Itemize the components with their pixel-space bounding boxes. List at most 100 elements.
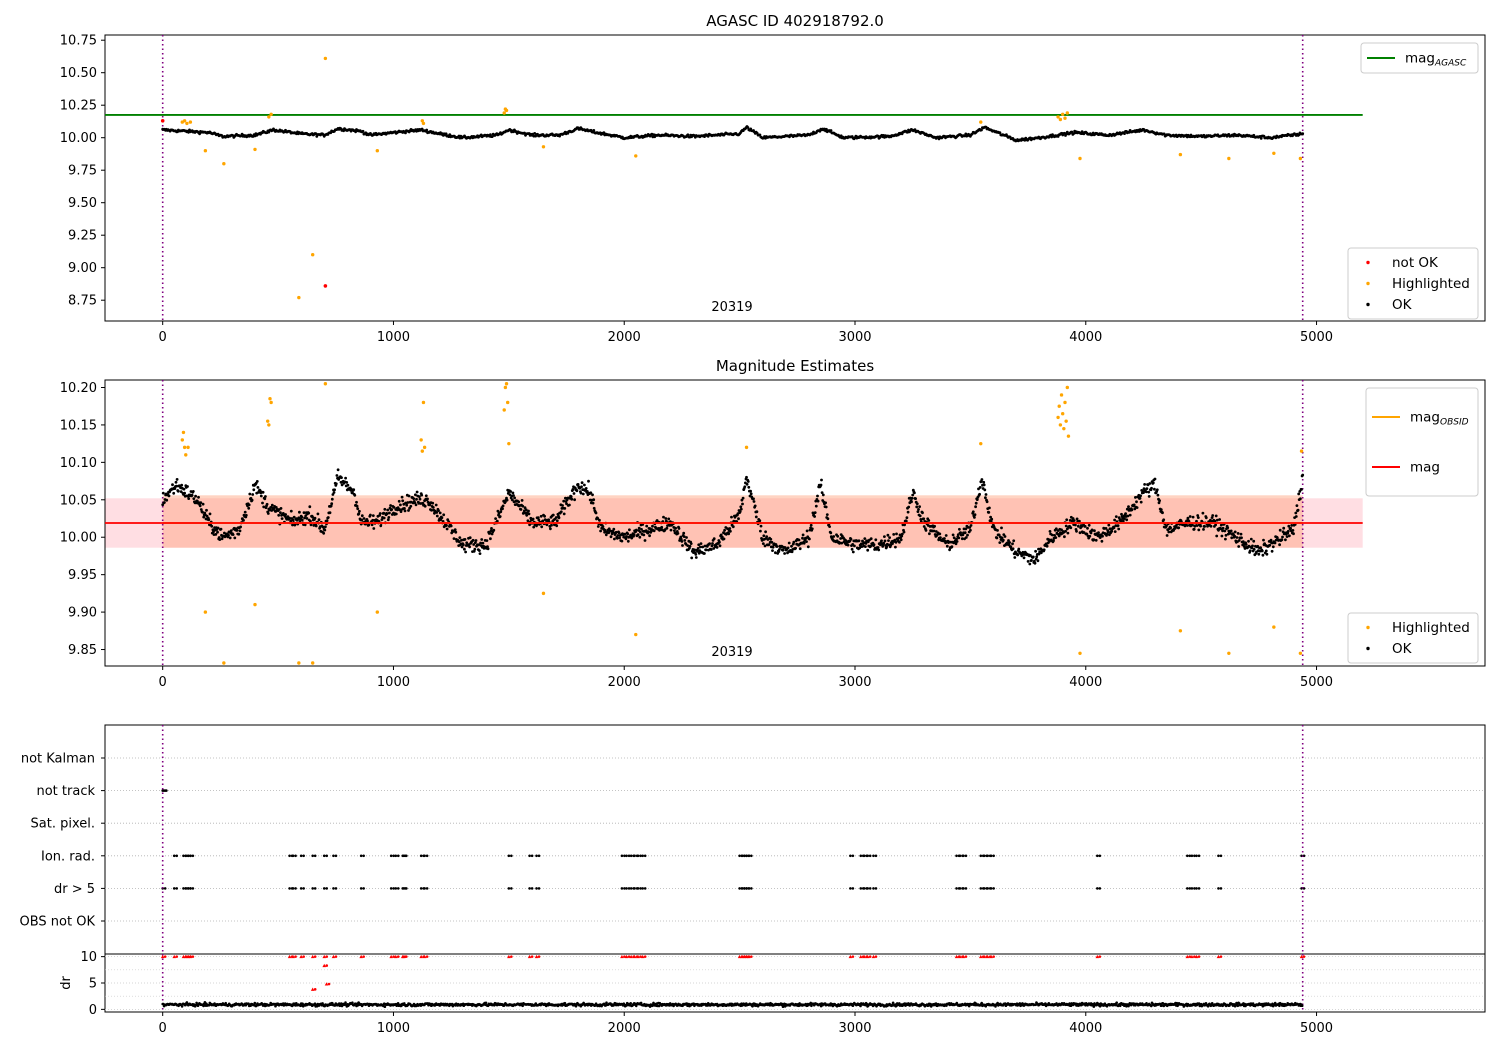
panel2-ok-point (461, 543, 465, 547)
panel2-ok-point (816, 499, 820, 503)
panel2-ok-point (615, 536, 619, 540)
panel2-ok-point (626, 539, 630, 543)
panel2-ok-point (1270, 549, 1274, 553)
panel3-flag-point (740, 887, 744, 890)
panel2-highlighted-point (186, 445, 190, 450)
panel2-ok-point (839, 537, 842, 540)
panel2-ok-point (932, 529, 936, 533)
panel2-ok-point (998, 541, 1002, 544)
panel2-ok-point (640, 528, 643, 531)
panel2-ok-point (397, 499, 401, 503)
panel2-ok-point (494, 517, 497, 520)
panel2-ok-point (1142, 491, 1145, 494)
panel2-ok-point (1202, 528, 1205, 531)
panel2-ok-point (1094, 538, 1098, 542)
panel3-flag-point (362, 887, 365, 890)
panel2-ok-point (720, 535, 724, 539)
panel2-ok-point (696, 549, 699, 553)
panel3-flag-point (530, 887, 534, 890)
panel3-flag-point (866, 854, 869, 858)
panel2-ok-point (554, 516, 558, 519)
panel2-ok-point (1060, 528, 1063, 532)
panel2-ok-point (242, 519, 245, 522)
panel2-ok-point (761, 542, 765, 545)
panel2-highlighted-point (269, 400, 273, 405)
panel2-ok-point (547, 518, 551, 522)
panel3-flag-point (334, 854, 338, 858)
panel2-ok-point (777, 550, 781, 553)
panel2-ok-point (1151, 481, 1155, 485)
panel1-ytick-label: 9.00 (68, 261, 97, 276)
panel2-ok-point (637, 526, 641, 530)
panel2-ok-point (478, 549, 481, 552)
panel2-ok-point (492, 528, 496, 532)
panel4-dr-point (563, 1001, 567, 1005)
panel3-flag-point (859, 854, 863, 858)
panel2-ok-point (334, 482, 338, 486)
panel2-ok-point (752, 497, 755, 501)
panel1-highlighted-point (979, 120, 983, 124)
panel2-ok-point (379, 524, 383, 528)
panel2-ok-point (719, 533, 723, 537)
panel2-ok-point (357, 512, 361, 516)
panel2-ok-point (1098, 536, 1102, 539)
panel2-ok-point (598, 518, 601, 522)
panel2-ok-point (749, 489, 752, 493)
panel2-highlighted-point (297, 661, 301, 665)
panel3-flag-point (294, 854, 297, 858)
panel2-ok-point (549, 527, 552, 531)
panel2-ok-point (371, 514, 375, 517)
panel2-ok-point (426, 497, 429, 501)
panel2-ok-point (180, 483, 184, 487)
panel2-ok-point (1223, 529, 1227, 533)
panel2-ok-point (468, 545, 471, 549)
panel4-dr-point (980, 1001, 983, 1005)
panel2-ok-point (571, 488, 575, 491)
panel4-dr-point (484, 1001, 488, 1005)
panel2-ok-point (980, 478, 984, 481)
panel4-dr-point (521, 1004, 524, 1008)
panel2-ok-point (767, 543, 771, 546)
panel2-ok-point (682, 531, 686, 535)
panel3-flag-point (189, 854, 192, 858)
panel2-ok-point (892, 533, 896, 536)
panel2-ok-point (540, 525, 544, 529)
panel2-ok-point (326, 516, 330, 519)
panel2-ok-point (759, 529, 762, 533)
panel2-ok-point (824, 505, 828, 509)
panel2-ok-point (592, 498, 596, 502)
panel2-ok-point (449, 524, 453, 528)
panel2-ok-point (557, 516, 561, 520)
panel2-ok-point (1165, 524, 1168, 527)
panel2-ok-point (208, 512, 212, 516)
panel2-ok-point (609, 535, 613, 539)
panel2-ok-point (755, 510, 759, 514)
panel2-ok-point (945, 544, 949, 548)
panel2-ok-point (563, 507, 567, 510)
panel2-ok-point (1086, 526, 1089, 530)
panel2-ok-point (330, 502, 334, 506)
panel3-flag-point (964, 887, 968, 890)
panel2-ok-point (919, 518, 923, 521)
panel2-ok-point (183, 491, 187, 495)
panel3-flag-point (530, 854, 534, 858)
panel2-ok-point (214, 533, 218, 536)
panel2-ok-point (849, 537, 853, 541)
panel3-flag-point (629, 887, 633, 890)
panel3-flag-point (186, 887, 190, 890)
panel2-ok-point (216, 526, 220, 530)
panel2-ok-point (673, 529, 676, 532)
panel2-ok-point (1116, 524, 1120, 527)
panel2-ok-point (527, 509, 530, 513)
panel2-ok-point (187, 497, 191, 500)
panel2-ok-point (813, 515, 816, 518)
panel2-highlighted-point (1272, 625, 1276, 629)
panel2-xtick-label: 1000 (377, 675, 410, 690)
panel3-flag-point (288, 854, 291, 858)
panel2-ok-point (445, 527, 449, 531)
panel2-ok-point (394, 512, 398, 516)
panel2-ok-point (1026, 560, 1030, 563)
panel2-ok-point (792, 540, 796, 544)
panel2-ok-point (171, 483, 174, 487)
